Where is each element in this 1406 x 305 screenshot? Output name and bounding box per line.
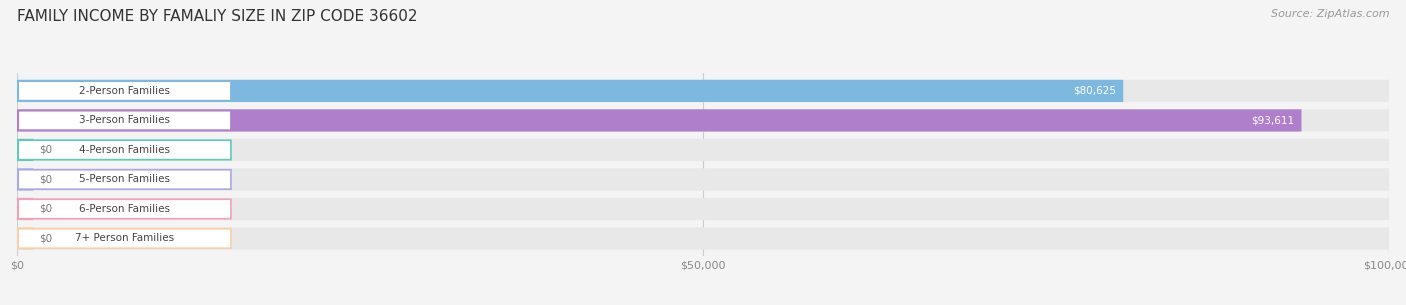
FancyBboxPatch shape (17, 168, 34, 191)
Text: 2-Person Families: 2-Person Families (79, 86, 170, 96)
FancyBboxPatch shape (17, 80, 1123, 102)
FancyBboxPatch shape (18, 229, 231, 248)
FancyBboxPatch shape (17, 139, 1389, 161)
FancyBboxPatch shape (17, 139, 34, 161)
Text: $80,625: $80,625 (1073, 86, 1116, 96)
Text: $0: $0 (39, 204, 52, 214)
FancyBboxPatch shape (17, 227, 34, 249)
FancyBboxPatch shape (17, 198, 34, 220)
FancyBboxPatch shape (17, 198, 1389, 220)
FancyBboxPatch shape (17, 168, 1389, 191)
FancyBboxPatch shape (17, 109, 1389, 131)
Text: $0: $0 (39, 174, 52, 185)
Text: Source: ZipAtlas.com: Source: ZipAtlas.com (1271, 9, 1389, 19)
Text: 4-Person Families: 4-Person Families (79, 145, 170, 155)
Text: 7+ Person Families: 7+ Person Families (75, 234, 174, 243)
FancyBboxPatch shape (18, 140, 231, 160)
FancyBboxPatch shape (17, 109, 1302, 131)
Text: $0: $0 (39, 145, 52, 155)
FancyBboxPatch shape (18, 111, 231, 130)
FancyBboxPatch shape (18, 199, 231, 219)
FancyBboxPatch shape (18, 170, 231, 189)
Text: 3-Person Families: 3-Person Families (79, 115, 170, 125)
Text: $93,611: $93,611 (1251, 115, 1295, 125)
FancyBboxPatch shape (18, 81, 231, 101)
FancyBboxPatch shape (17, 80, 1389, 102)
Text: 6-Person Families: 6-Person Families (79, 204, 170, 214)
Text: 5-Person Families: 5-Person Families (79, 174, 170, 185)
Text: FAMILY INCOME BY FAMALIY SIZE IN ZIP CODE 36602: FAMILY INCOME BY FAMALIY SIZE IN ZIP COD… (17, 9, 418, 24)
Text: $0: $0 (39, 234, 52, 243)
FancyBboxPatch shape (17, 227, 1389, 249)
